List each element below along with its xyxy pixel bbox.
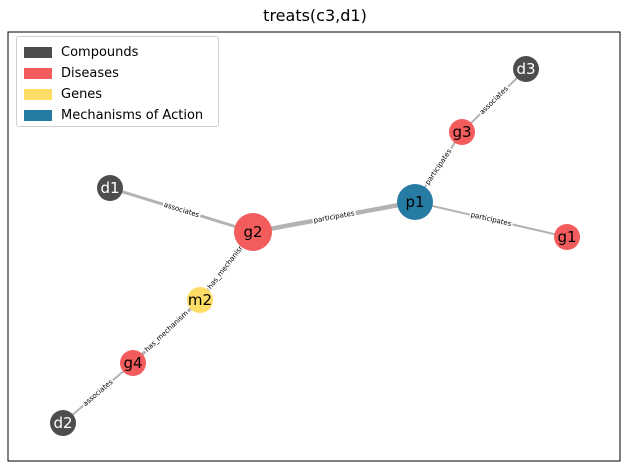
edge-label-d1-g2: associates [163,201,201,220]
node-d3 [513,56,539,82]
edge-label-bg-g2-m2 [205,240,248,292]
legend-label-compounds: Compounds [61,45,139,60]
edge-label-bg-p1-g3 [423,146,455,188]
node-label-g1: g1 [557,228,576,246]
node-d1 [97,175,123,201]
node-g2 [234,213,272,251]
node-label-d3: d3 [516,60,535,78]
legend-swatch-compounds [24,47,52,58]
edge-label-group-p1-g3: participates [423,146,455,188]
node-g1 [554,224,580,250]
edge-label-bg-p1-g1 [468,210,514,229]
node-label-g3: g3 [452,123,471,141]
edge-label-g3-d3: associates [478,85,510,117]
edge-label-p1-g1: participates [470,211,513,228]
edge-label-g2-m2: has_mechanism [206,241,247,291]
edge-label-group-d1-g2: associates [161,200,202,220]
legend-item-mechanisms: Mechanisms of Action [24,105,211,126]
edge-label-g2-p1: participates [313,209,356,224]
legend: Compounds Diseases Genes Mechanisms of A… [16,36,219,127]
node-d2 [50,410,76,436]
node-m2 [187,287,213,313]
graph-title: treats(c3,d1) [263,6,367,25]
legend-label-mechanisms: Mechanisms of Action [61,108,204,123]
edge-label-bg-g3-d3 [477,83,511,117]
edge-label-bg-m2-g4 [142,308,191,355]
edge-label-bg-g4-d2 [80,377,116,409]
edge-label-bg-g2-p1 [311,209,357,225]
edge-label-p1-g3: participates [424,147,454,186]
node-label-d1: d1 [100,179,119,197]
legend-item-genes: Genes [24,84,211,105]
node-label-p1: p1 [405,193,424,211]
node-p1 [397,184,433,220]
legend-swatch-mechanisms [24,110,52,121]
legend-label-genes: Genes [61,87,103,102]
node-label-g2: g2 [243,223,262,241]
legend-swatch-genes [24,89,52,100]
edge-label-group-g4-d2: associates [80,377,116,409]
edge-label-m2-g4: has_mechanism [143,309,190,354]
edge-label-bg-d1-g2 [161,200,202,220]
node-label-d2: d2 [53,414,72,432]
nodes-layer: d3 g3 p1 g1 d1 g2 m2 g4 d2 [50,56,580,436]
edge-label-group-p1-g1: participates [468,210,514,229]
legend-label-diseases: Diseases [61,66,119,81]
node-label-m2: m2 [188,291,212,309]
legend-swatch-diseases [24,68,52,79]
node-g4 [120,350,146,376]
node-g3 [449,119,475,145]
edge-label-group-g3-d3: associates [477,83,511,117]
edge-label-group-g2-p1: participates [311,209,357,225]
legend-item-compounds: Compounds [24,42,211,63]
edge-labels-layer: associates participates participates associ… [80,83,514,409]
edge-label-group-m2-g4: has_mechanism [142,308,191,355]
edge-label-g4-d2: associates [81,378,114,408]
edge-label-group-g2-m2: has_mechanism [205,240,248,292]
node-label-g4: g4 [123,354,142,372]
legend-item-diseases: Diseases [24,63,211,84]
plot-frame [7,31,621,462]
